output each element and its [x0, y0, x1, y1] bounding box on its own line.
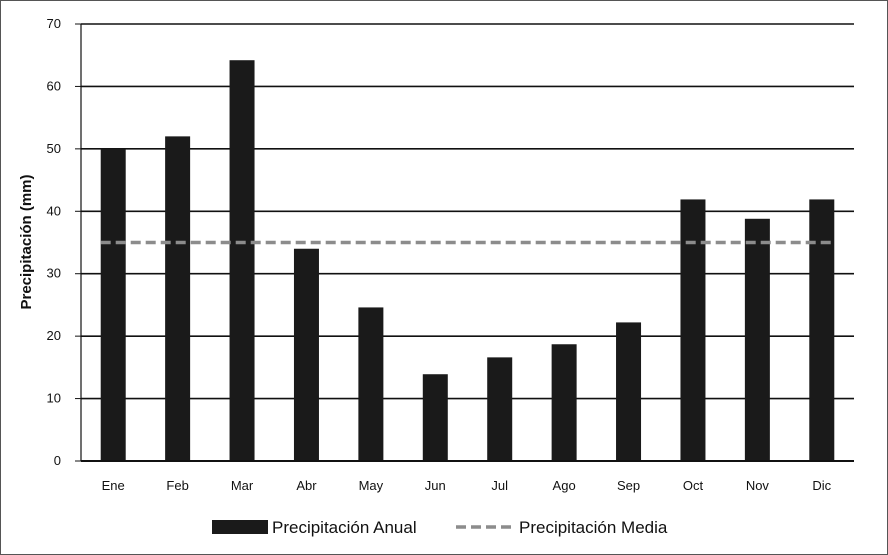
y-tick-label-30: 30: [47, 266, 61, 281]
legend: Precipitación Anual Precipitación Media: [212, 518, 668, 537]
y-tick-label-10: 10: [47, 391, 61, 406]
bar-ene: [100, 148, 126, 461]
legend-swatch-bars: [212, 520, 268, 534]
grid-layer: [75, 23, 854, 462]
y-tick-label-50: 50: [47, 141, 61, 156]
bar-oct: [680, 199, 706, 461]
x-tick-label-nov: Nov: [746, 478, 770, 493]
bar-jun: [422, 374, 448, 461]
y-tick-label-40: 40: [47, 203, 61, 218]
bar-layer: [100, 60, 835, 462]
x-tick-label-jul: Jul: [491, 478, 508, 493]
bar-jul: [487, 357, 513, 461]
x-tick-label-jun: Jun: [425, 478, 446, 493]
x-tick-label-sep: Sep: [617, 478, 640, 493]
bar-may: [358, 307, 384, 461]
y-axis-title: Precipitación (mm): [18, 174, 35, 309]
bar-abr: [293, 248, 319, 461]
x-tick-label-abr: Abr: [296, 478, 317, 493]
x-tick-label-may: May: [359, 478, 384, 493]
bar-ago: [551, 344, 577, 461]
y-tick-label-0: 0: [54, 453, 61, 468]
x-tick-label-ago: Ago: [553, 478, 576, 493]
bar-feb: [165, 136, 191, 461]
x-tick-label-mar: Mar: [231, 478, 254, 493]
bar-dic: [809, 199, 835, 461]
y-tick-labels: 0 10 20 30 40 50 60 70: [47, 16, 61, 468]
x-tick-label-feb: Feb: [166, 478, 188, 493]
x-tick-label-oct: Oct: [683, 478, 704, 493]
bar-sep: [616, 322, 642, 461]
x-tick-label-dic: Dic: [812, 478, 831, 493]
x-tick-labels: Ene Feb Mar Abr May Jun Jul Ago Sep Oct Nov Dic: [102, 478, 832, 493]
y-tick-label-70: 70: [47, 16, 61, 31]
legend-label-bars: Precipitación Anual: [272, 518, 417, 537]
x-tick-label-ene: Ene: [102, 478, 125, 493]
y-tick-label-60: 60: [47, 78, 61, 93]
bar-mar: [229, 60, 255, 462]
axis-layer: [80, 24, 854, 462]
y-tick-label-20: 20: [47, 328, 61, 343]
legend-label-mean-line: Precipitación Media: [519, 518, 668, 537]
bar-nov: [744, 218, 770, 461]
